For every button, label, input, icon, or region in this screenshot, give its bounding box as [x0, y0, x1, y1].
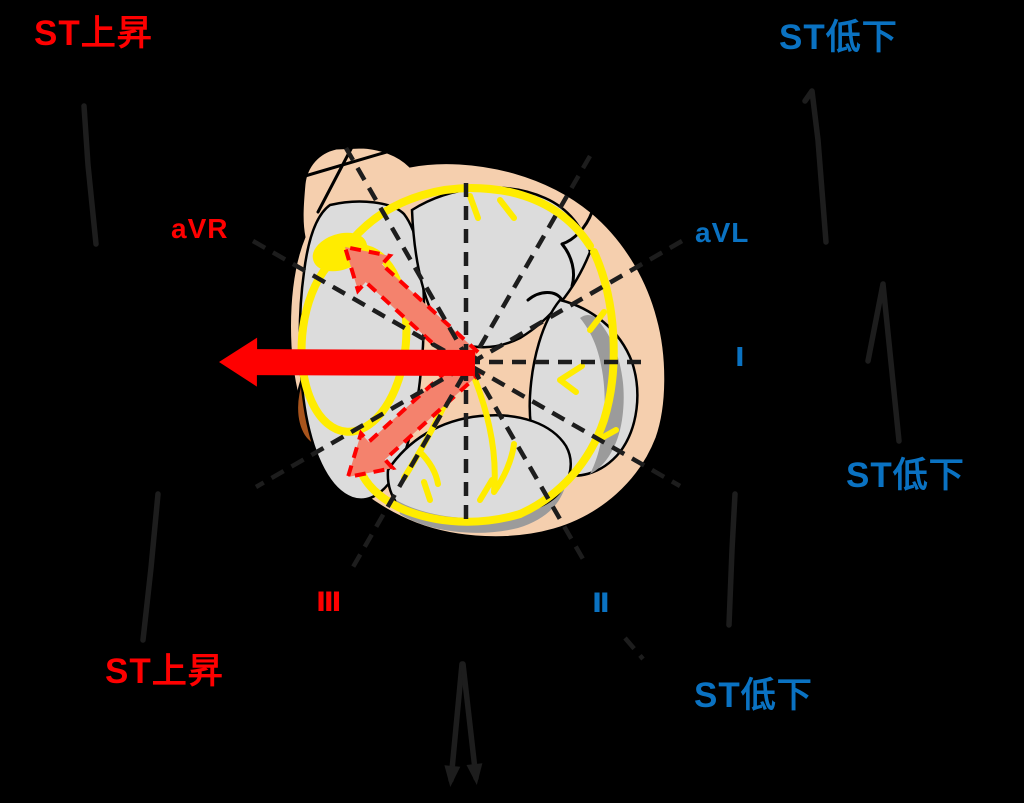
atrial-conduction-loop [297, 244, 411, 436]
lead-i-label: Ⅰ [735, 342, 746, 372]
lead-ii-label: Ⅱ [592, 588, 611, 618]
st-vector-left-solid [219, 337, 476, 387]
st-depression-label-bottom-right: ST低下 [694, 676, 813, 715]
lead-II-axis-ext [623, 636, 645, 661]
ecg-bottom-spike-right-leg-arrowhead [466, 763, 483, 785]
lead-avr-label: aVR [171, 213, 229, 244]
ecg-top-left [81, 103, 99, 247]
ecg-stroke-marks [81, 88, 902, 787]
st-elevation-label-top-left: ST上昇 [34, 14, 153, 53]
lead-aVR-axis [251, 239, 682, 488]
ecg-bottom-spike-right-leg [460, 661, 479, 781]
st-depression-label-top-right: ST低下 [779, 18, 898, 57]
lead-aVL-axis [254, 239, 684, 489]
lead-avl-label: aVL [695, 217, 750, 248]
heart-illustration [288, 145, 668, 540]
conduction-bottom-run [358, 470, 524, 526]
st-elevation-label-bottom-left: ST上昇 [105, 652, 224, 691]
ecg-bottom-right [726, 491, 738, 628]
purkinje-branches [421, 193, 619, 503]
conduction-right-descent [516, 248, 618, 518]
st-vector-solid-arrow [219, 337, 476, 387]
lead-iii-label: Ⅲ [316, 587, 343, 617]
conduction-top-arc [348, 184, 594, 250]
ecg-bottom-left [140, 491, 161, 643]
ecg-top-right [802, 88, 829, 245]
ecg-bottom-spike-left-leg-arrowhead [444, 765, 461, 787]
ecg-bottom-spike-left-leg [448, 661, 465, 783]
st-vector-down-left-dashed [345, 354, 481, 480]
ecg-right-spike [865, 281, 902, 444]
st-depression-label-right: ST低下 [846, 456, 965, 495]
great-vessel-lines [303, 145, 392, 214]
